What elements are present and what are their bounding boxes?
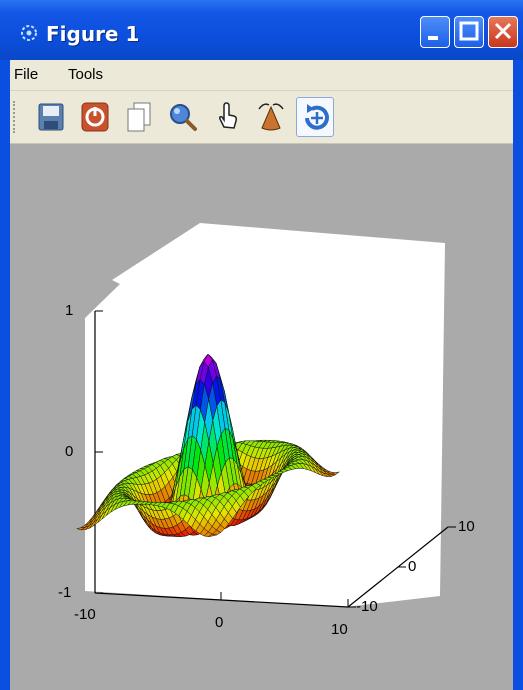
title-bar[interactable]: Figure 1 (0, 0, 523, 60)
x-tick-label-mid: 0 (215, 614, 224, 631)
save-icon (38, 103, 64, 131)
plot-box (85, 223, 445, 607)
toolbar (10, 91, 513, 144)
surface-patch (208, 533, 217, 537)
x-tick-label-left: -10 (74, 606, 96, 623)
minimize-button[interactable] (420, 16, 450, 48)
zoom-button[interactable] (164, 97, 202, 137)
close-icon (494, 22, 512, 40)
stop-button[interactable] (76, 97, 114, 137)
y-tick-label-mid: 0 (408, 558, 417, 575)
orient-button[interactable] (252, 97, 290, 137)
figure-app-icon (21, 25, 37, 41)
save-button[interactable] (32, 97, 70, 137)
zoom-icon (170, 104, 197, 131)
y-tick-label-high: 10 (458, 518, 475, 535)
menu-file[interactable]: File (14, 66, 39, 83)
menu-bar: File Tools (10, 60, 513, 91)
surface-mesh (75, 353, 340, 537)
pan-button[interactable] (208, 97, 246, 137)
orient-cone-icon (258, 103, 284, 131)
stop-icon (81, 102, 109, 132)
figure-canvas[interactable]: 1 0 -1 -10 0 10 -10 0 10 (10, 144, 513, 690)
x-tick-label-right: 10 (331, 621, 348, 638)
rotate-icon (305, 104, 329, 130)
z-tick-label-top: 1 (65, 302, 74, 319)
y-tick-label-low: -10 (356, 598, 378, 615)
close-button[interactable] (488, 16, 518, 48)
rotate-button[interactable] (296, 97, 334, 137)
menu-tools[interactable]: Tools (68, 66, 104, 83)
toolbar-grip[interactable] (13, 101, 19, 133)
z-tick-label-bottom: -1 (58, 584, 72, 601)
pan-hand-icon (219, 102, 237, 129)
surface-plot (75, 223, 456, 608)
maximize-icon (459, 21, 479, 41)
window-title: Figure 1 (46, 22, 140, 46)
minimize-icon (428, 36, 438, 40)
copy-button[interactable] (120, 97, 158, 137)
z-tick-label-mid: 0 (65, 443, 74, 460)
maximize-button[interactable] (454, 16, 484, 48)
copy-icon (127, 102, 151, 132)
